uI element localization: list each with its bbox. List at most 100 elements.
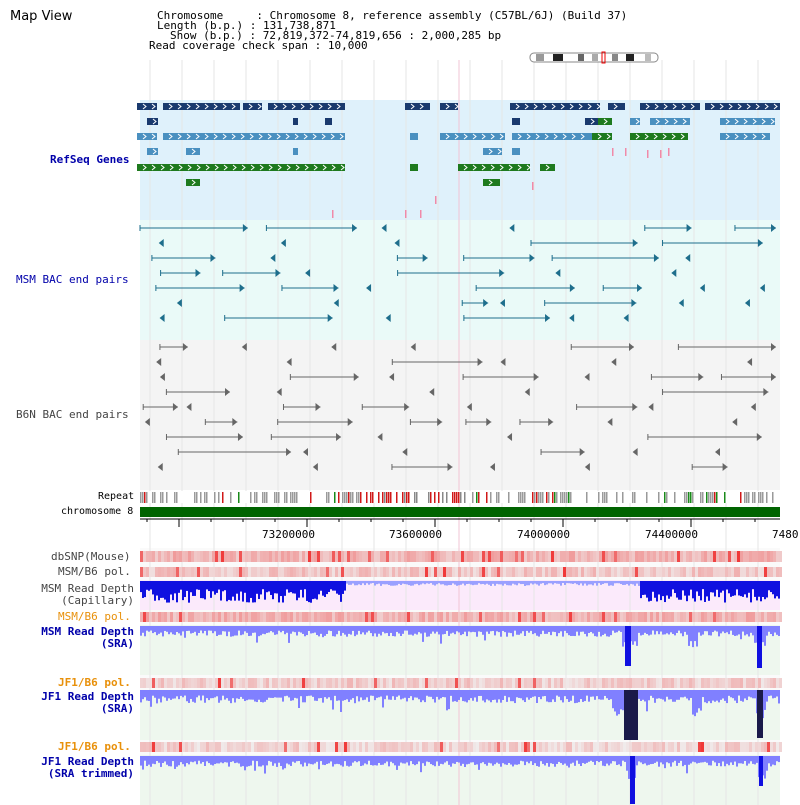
dbsnp-cell	[224, 551, 227, 562]
jf1-pol-cell	[398, 678, 401, 688]
track-label-dbsnp[interactable]: dbSNP(Mouse)	[51, 550, 131, 563]
jf1-sra-depth-bar	[616, 690, 618, 716]
track-label-b6n-bac-end-pairs[interactable]: B6N BAC end pairs	[16, 408, 129, 421]
jf1-pol-cell	[557, 678, 560, 688]
msm-cap-depth-bar	[768, 581, 770, 591]
track-label-line: (SRA trimmed)	[47, 767, 134, 780]
track-label-msm-b6-pol[interactable]: MSM/B6 pol.	[58, 565, 131, 578]
jf1-trim-depth-bar	[146, 756, 148, 767]
dbsnp-cell	[146, 551, 149, 562]
msm-bac-pair-arrow	[757, 239, 763, 247]
msm-cap-depth-bar	[376, 581, 378, 585]
msm-sra-depth-bar	[482, 626, 484, 635]
msm-cap-depth-bar	[152, 581, 154, 595]
dbsnp-cell	[581, 551, 584, 562]
jf1-sra-depth-bar	[590, 690, 592, 697]
jf1-trim-depth-bar	[572, 756, 574, 763]
jf1-sra-depth-bar	[228, 690, 230, 701]
repeat-element	[454, 492, 456, 503]
msm-pol2-cell	[569, 612, 572, 622]
track-label-chromosome[interactable]: chromosome 8	[61, 506, 134, 517]
jf1-sra-depth-bar	[286, 690, 288, 696]
track-label-jf1-b6-pol-2[interactable]: JF1/B6 pol.	[58, 740, 131, 753]
msm-sra-depth-bar	[222, 626, 224, 632]
jf1-pol-cell	[185, 678, 188, 688]
repeat-element	[160, 492, 162, 503]
jf1-pol-cell	[305, 678, 308, 688]
msm-cap-depth-bar	[238, 581, 240, 601]
jf1-pol2-cell	[188, 742, 191, 752]
track-label-jf1-b6-pol[interactable]: JF1/B6 pol.	[58, 676, 131, 689]
msm-cap-depth-bar	[168, 581, 170, 603]
gene-strand-arrow	[241, 164, 246, 171]
msm-sra-depth-bar	[550, 626, 552, 636]
msm-pol-cell	[416, 567, 419, 577]
msm-sra-depth-bar	[428, 626, 430, 637]
dbsnp-cell	[773, 551, 776, 562]
msm-sra-depth-bar	[270, 626, 272, 632]
msm-sra-depth-bar	[220, 626, 222, 635]
track-label-msm-depth-sra[interactable]: MSM Read Depth (SRA)	[37, 626, 134, 650]
msm-sra-depth-bar	[362, 626, 364, 633]
repeat-element	[416, 492, 418, 503]
track-label-msm-b6-pol-2[interactable]: MSM/B6 pol.	[58, 610, 131, 623]
msm-pol2-cell	[563, 612, 566, 622]
track-label-msm-bac-end-pairs[interactable]: MSM BAC end pairs	[16, 273, 129, 286]
b6n-bac-pair-arrow	[466, 403, 472, 411]
msm-pol-cell	[203, 567, 206, 577]
track-label-jf1-depth-sra[interactable]: JF1 Read Depth (SRA)	[37, 691, 134, 715]
jf1-sra-depth-bar	[686, 690, 688, 699]
track-label-jf1-depth-trimmed[interactable]: JF1 Read Depth (SRA trimmed)	[23, 756, 134, 780]
track-label-msm-depth-capillary[interactable]: MSM Read Depth (Capillary)	[37, 583, 134, 607]
dbsnp-cell	[368, 551, 371, 562]
msm-cap-depth-bar	[572, 581, 574, 584]
jf1-pol-cell	[143, 678, 146, 688]
jf1-sra-depth-bar	[210, 690, 212, 699]
dbsnp-cell	[497, 551, 500, 562]
msm-sra-depth-bar	[318, 626, 320, 637]
repeat-element	[518, 492, 520, 503]
b6n-bac-pair-arrow	[698, 373, 704, 381]
msm-cap-depth-bar	[450, 581, 452, 586]
msm-cap-depth-bar	[218, 581, 220, 590]
jf1-trim-depth-bar	[642, 756, 644, 765]
msm-sra-depth-bar	[236, 626, 238, 636]
msm-pol2-cell	[374, 612, 377, 622]
msm-cap-depth-bar	[400, 581, 402, 585]
msm-sra-depth-bar	[152, 626, 154, 634]
jf1-pol2-cell	[602, 742, 605, 752]
jf1-pol2-cell	[194, 742, 197, 752]
jf1-sra-depth-bar	[332, 690, 334, 710]
dbsnp-cell	[767, 551, 770, 562]
jf1-sra-depth-bar	[490, 690, 492, 703]
msm-pol-cell	[455, 567, 458, 577]
msm-sra-depth-bar	[600, 626, 602, 637]
jf1-sra-depth-bar	[542, 690, 544, 697]
msm-sra-depth-bar	[470, 626, 472, 633]
length-value: 131,738,871	[262, 19, 336, 32]
msm-cap-depth-bar	[342, 581, 344, 594]
msm-cap-depth-bar	[294, 581, 296, 594]
msm-sra-depth-bar	[246, 626, 248, 633]
repeat-element	[542, 492, 544, 503]
repeat-element	[724, 492, 726, 503]
jf1-trim-depth-bar	[540, 756, 542, 762]
repeat-element	[522, 492, 524, 503]
track-label-refseq-genes[interactable]: RefSeq Genes	[50, 153, 130, 166]
jf1-pol2-cell	[314, 742, 317, 752]
track-label-repeat[interactable]: Repeat	[98, 491, 135, 502]
msm-cap-depth-bar	[304, 581, 306, 590]
jf1-sra-depth-bar	[386, 690, 388, 696]
msm-cap-depth-bar	[610, 581, 612, 586]
msm-pol2-cell	[764, 612, 767, 622]
msm-bac-pair-arrow	[699, 284, 705, 292]
msm-sra-depth-bar	[494, 626, 496, 636]
jf1-trim-depth-bar	[692, 756, 694, 762]
msm-sra-depth-bar	[432, 626, 434, 632]
jf1-trim-depth-bar	[304, 756, 306, 763]
gene-strand-arrow	[653, 133, 658, 140]
msm-sra-depth-bar	[712, 626, 714, 633]
msm-pol-cell	[395, 567, 398, 577]
jf1-pol-cell	[701, 678, 704, 688]
